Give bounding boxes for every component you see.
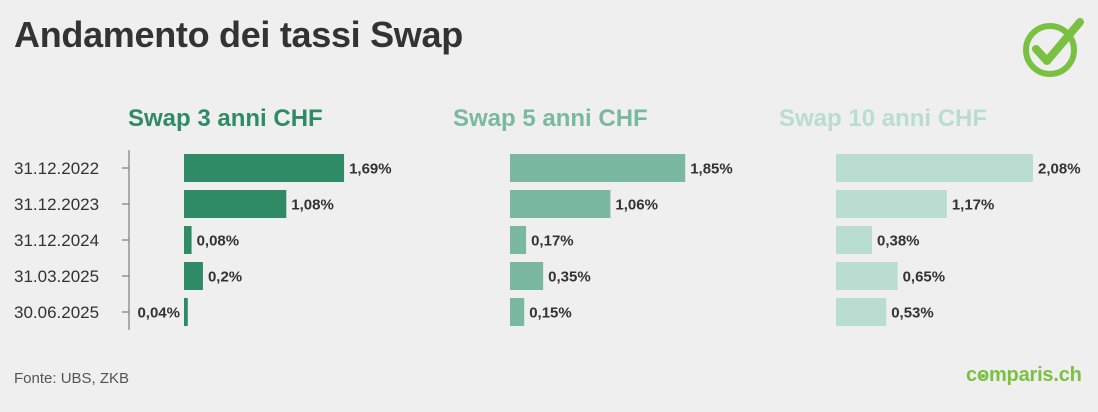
y-tick-label: 31.03.2025 — [14, 267, 99, 286]
data-label: 0,38% — [877, 233, 920, 250]
data-label: 1,06% — [615, 197, 658, 214]
series-title: Swap 10 anni CHF — [779, 105, 987, 132]
bar — [836, 298, 887, 326]
bar — [184, 262, 203, 290]
data-label: 0,2% — [208, 269, 242, 286]
source-note: Fonte: UBS, ZKB — [14, 370, 130, 387]
brand-prefix: c — [966, 364, 977, 386]
y-tick-label: 31.12.2022 — [14, 159, 99, 178]
data-label: 2,08% — [1038, 161, 1081, 178]
bar — [510, 154, 686, 182]
data-label: 0,35% — [548, 269, 591, 286]
bar — [510, 226, 527, 254]
bar — [510, 262, 544, 290]
brand-logo: comparis.ch — [966, 364, 1082, 387]
bar — [510, 190, 611, 218]
bar — [184, 226, 192, 254]
bar — [836, 226, 872, 254]
data-label: 0,53% — [891, 305, 934, 322]
data-label: 1,85% — [690, 161, 733, 178]
series-title: Swap 3 anni CHF — [128, 105, 323, 132]
bar — [510, 298, 525, 326]
bar — [836, 190, 947, 218]
data-label: 0,04% — [137, 305, 180, 322]
data-label: 0,17% — [531, 233, 574, 250]
y-tick-label: 31.12.2024 — [14, 231, 99, 250]
data-label: 0,65% — [903, 269, 946, 286]
data-label: 1,69% — [349, 161, 392, 178]
chart-title: Andamento dei tassi Swap — [14, 14, 463, 55]
bar — [184, 190, 287, 218]
bar — [836, 262, 898, 290]
brand-o: o — [976, 364, 989, 386]
bar — [184, 298, 188, 326]
y-tick-label: 30.06.2025 — [14, 303, 99, 322]
brand-tld: .ch — [1053, 364, 1082, 386]
data-label: 1,17% — [952, 197, 995, 214]
bar — [184, 154, 345, 182]
series-title: Swap 5 anni CHF — [453, 105, 648, 132]
data-label: 1,08% — [291, 197, 334, 214]
check-circle-icon — [1023, 18, 1084, 77]
data-label: 0,08% — [197, 233, 240, 250]
y-tick-label: 31.12.2023 — [14, 195, 99, 214]
brand-suffix: mparis — [988, 364, 1054, 386]
data-label: 0,15% — [529, 305, 572, 322]
bar — [836, 154, 1033, 182]
